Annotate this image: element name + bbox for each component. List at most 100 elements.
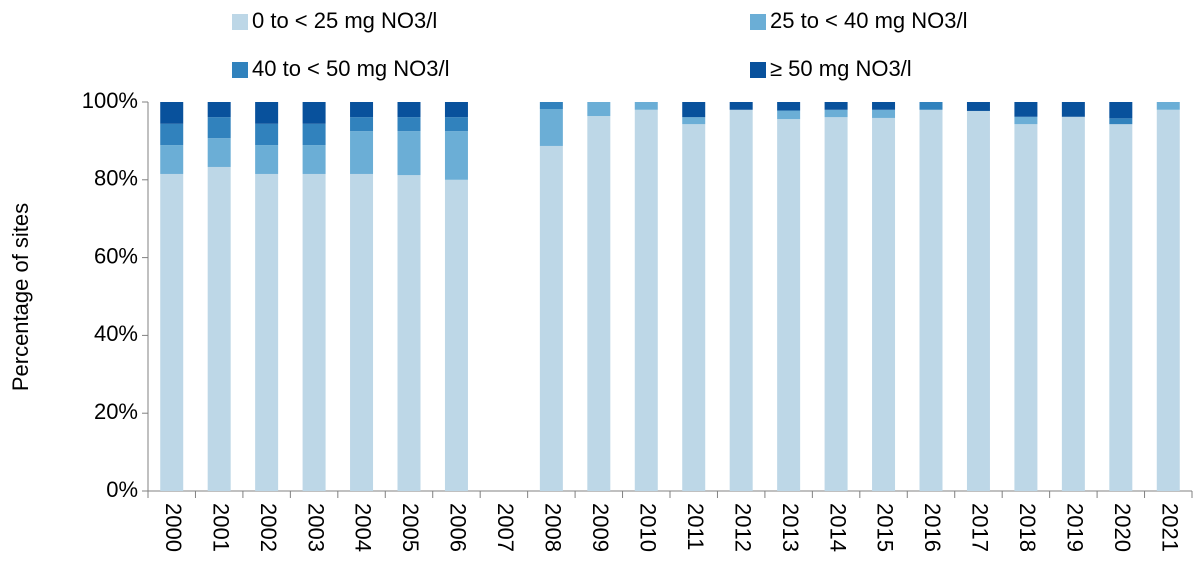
bar-segment <box>207 117 231 139</box>
y-tick-label: 20% <box>94 399 138 424</box>
y-axis-title: Percentage of sites <box>8 203 33 391</box>
bar-segment <box>350 131 374 174</box>
bar-segment <box>634 102 658 110</box>
x-tick-label: 2008 <box>541 503 566 552</box>
x-tick-label: 2013 <box>778 503 803 552</box>
y-tick-label: 80% <box>94 166 138 191</box>
bar-segment <box>777 119 801 491</box>
bar-segment <box>1156 109 1180 491</box>
x-tick-label: 2009 <box>588 503 613 552</box>
bar-segment <box>729 102 753 110</box>
bar-segment <box>160 123 184 146</box>
x-tick-label: 2010 <box>635 503 660 552</box>
bar-segment <box>350 102 374 118</box>
x-tick-label: 2017 <box>968 503 993 552</box>
bar-segment <box>160 145 184 174</box>
x-tick-label: 2018 <box>1015 503 1040 552</box>
bar-segment <box>966 102 990 111</box>
legend-label: 40 to < 50 mg NO3/l <box>252 56 450 81</box>
x-tick-label: 2000 <box>161 503 186 552</box>
y-tick-label: 60% <box>94 243 138 268</box>
bar-segment <box>729 109 753 491</box>
legend-swatch <box>232 62 248 78</box>
bar-segment <box>302 102 326 124</box>
bar-segment <box>302 173 326 491</box>
bar-segment <box>302 145 326 174</box>
bar-segment <box>207 138 231 167</box>
bar-segment <box>160 102 184 124</box>
bar-segment <box>1061 102 1085 117</box>
bar-segment <box>682 102 706 118</box>
legend-swatch <box>232 14 248 30</box>
x-tick-label: 2019 <box>1063 503 1088 552</box>
bar-segment <box>634 109 658 491</box>
bar-segment <box>1014 124 1038 491</box>
bar-segment <box>255 102 279 124</box>
bar-segment <box>255 173 279 491</box>
legend-label: 0 to < 25 mg NO3/l <box>252 8 437 33</box>
bar-segment <box>539 102 563 110</box>
bar-segment <box>444 117 468 132</box>
bar-segment <box>824 102 848 110</box>
x-tick-label: 2015 <box>873 503 898 552</box>
x-tick-label: 2012 <box>730 503 755 552</box>
bar-segment <box>587 116 611 491</box>
bar-segment <box>824 117 848 492</box>
legend-swatch <box>750 62 766 78</box>
bar-segment <box>444 102 468 118</box>
bar-segment <box>872 102 896 110</box>
bar-segment <box>1109 118 1133 125</box>
x-tick-label: 2004 <box>351 503 376 552</box>
bar-segment <box>966 110 990 492</box>
x-tick-label: 2014 <box>825 503 850 552</box>
legend-swatch <box>750 14 766 30</box>
bar-segment <box>397 131 421 176</box>
bar-segment <box>539 145 563 491</box>
bar-segment <box>302 123 326 146</box>
bar-segment <box>255 123 279 146</box>
y-tick-label: 40% <box>94 321 138 346</box>
legend-label: 25 to < 40 mg NO3/l <box>770 8 968 33</box>
bar-segment <box>207 102 231 118</box>
x-tick-label: 2011 <box>683 503 708 550</box>
bar-segment <box>824 109 848 118</box>
x-tick-label: 2006 <box>446 503 471 552</box>
x-tick-label: 2016 <box>920 503 945 552</box>
bar-segment <box>919 109 943 491</box>
bar-segment <box>255 145 279 174</box>
bar-segment <box>397 175 421 491</box>
bar-segment <box>1014 102 1038 117</box>
y-tick-label: 100% <box>82 88 138 113</box>
x-tick-label: 2020 <box>1110 503 1135 552</box>
bar-segment <box>777 102 801 111</box>
bar-segment <box>350 173 374 491</box>
bar-segment <box>350 117 374 132</box>
bar-segment <box>682 124 706 491</box>
bar-segment <box>919 102 943 110</box>
y-tick-label: 0% <box>106 477 138 502</box>
bar-segment <box>872 109 896 118</box>
x-tick-label: 2001 <box>208 503 233 552</box>
bar-segment <box>777 110 801 120</box>
bar-segment <box>160 173 184 491</box>
x-tick-label: 2021 <box>1157 503 1182 552</box>
legend-label: ≥ 50 mg NO3/l <box>770 56 912 81</box>
x-tick-label: 2007 <box>493 503 518 552</box>
x-tick-label: 2002 <box>256 503 281 552</box>
bar-segment <box>444 179 468 492</box>
bar-segment <box>682 117 706 125</box>
x-tick-label: 2003 <box>303 503 328 552</box>
bar-segment <box>1061 116 1085 492</box>
bar-segment <box>872 117 896 491</box>
bar-segment <box>397 117 421 132</box>
bar-segment <box>1109 124 1133 491</box>
bar-segment <box>397 102 421 118</box>
bar-segment <box>1109 102 1133 119</box>
bar-segment <box>207 166 231 491</box>
bar-segment <box>1014 116 1038 125</box>
x-tick-label: 2005 <box>398 503 423 552</box>
bar-segment <box>444 131 468 180</box>
bar-segment <box>1156 102 1180 110</box>
bar-segment <box>587 102 611 117</box>
